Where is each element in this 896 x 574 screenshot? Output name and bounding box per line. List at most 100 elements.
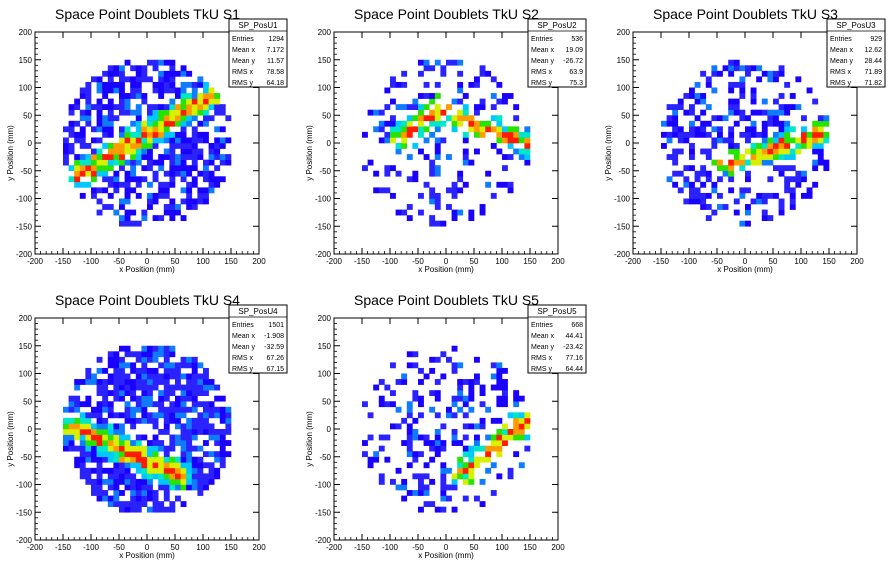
- heatmap-cell: [124, 345, 131, 352]
- heatmap-cell: [119, 345, 125, 352]
- heatmap-cell: [175, 137, 181, 144]
- heatmap-cell: [440, 423, 447, 430]
- heatmap-cell: [502, 181, 508, 188]
- heatmap-cell: [85, 154, 92, 160]
- heatmap-cell: [689, 126, 695, 133]
- heatmap-cell: [85, 473, 92, 480]
- heatmap-cell: [96, 390, 103, 396]
- heatmap-cell: [711, 70, 718, 77]
- heatmap-cell: [113, 104, 120, 110]
- heatmap-cell: [717, 159, 723, 166]
- heatmap-cell: [130, 76, 137, 83]
- heatmap-cell: [717, 137, 723, 144]
- heatmap-cell: [85, 467, 92, 474]
- heatmap-cell: [102, 478, 109, 485]
- heatmap-cell: [135, 76, 142, 83]
- heatmap-cell: [186, 384, 193, 391]
- heatmap-cell: [135, 462, 142, 469]
- x-tick-label: 50: [171, 257, 180, 266]
- heatmap-cell: [401, 417, 408, 424]
- heatmap-cell: [750, 65, 757, 72]
- heatmap-cell: [418, 70, 424, 77]
- heatmap-cell: [152, 59, 159, 66]
- heatmap-cell: [401, 143, 408, 149]
- heatmap-cell: [85, 429, 92, 435]
- heatmap-cell: [390, 362, 396, 369]
- heatmap-cell: [423, 65, 430, 72]
- heatmap-cell: [524, 159, 531, 166]
- heatmap-cell: [490, 434, 497, 441]
- heatmap-cell: [479, 65, 486, 72]
- heatmap-cell: [756, 76, 763, 83]
- heatmap-cell: [401, 440, 408, 446]
- heatmap-cell: [778, 148, 785, 155]
- heatmap-cell: [74, 165, 81, 172]
- heatmap-cell: [191, 362, 198, 369]
- heatmap-cell: [507, 181, 514, 188]
- heatmap-cell: [169, 154, 176, 160]
- heatmap-cell: [169, 76, 176, 83]
- heatmap-cell: [756, 148, 763, 155]
- heatmap-cell: [141, 165, 148, 172]
- heatmap-cell: [79, 159, 86, 166]
- heatmap-cell: [479, 126, 486, 133]
- heatmap-cell: [739, 154, 746, 160]
- heatmap-cell: [446, 484, 452, 491]
- heatmap-cell: [214, 440, 221, 446]
- heatmap-cell: [496, 417, 503, 424]
- heatmap-cell: [91, 192, 97, 199]
- heatmap-cell: [163, 204, 170, 210]
- heatmap-cell: [96, 98, 103, 105]
- heatmap-cell: [152, 384, 159, 391]
- heatmap-cell: [135, 484, 142, 491]
- heatmap-cell: [163, 187, 170, 194]
- stats-value: 64.18: [266, 80, 284, 87]
- heatmap-cell: [711, 143, 718, 149]
- heatmap-cell: [373, 451, 380, 458]
- heatmap-cell: [197, 473, 204, 480]
- heatmap-cell: [186, 462, 193, 469]
- heatmap-cell: [513, 137, 520, 144]
- heatmap-cell: [761, 120, 768, 127]
- heatmap-cell: [689, 192, 695, 199]
- heatmap-cell: [666, 131, 673, 138]
- x-tick-label: -100: [83, 257, 100, 266]
- heatmap-cell: [524, 137, 531, 144]
- heatmap-cell: [152, 462, 159, 469]
- heatmap-cell: [513, 434, 520, 441]
- heatmap-cell: [739, 115, 746, 122]
- heatmap-cell: [474, 131, 480, 138]
- heatmap-cell: [451, 440, 458, 446]
- heatmap-cell: [169, 484, 176, 491]
- heatmap-cell: [219, 137, 226, 144]
- y-tick-label: 0: [28, 425, 33, 434]
- heatmap-cell: [440, 445, 447, 452]
- heatmap-cell: [683, 176, 690, 183]
- heatmap-cell: [767, 176, 774, 183]
- heatmap-cell: [124, 467, 131, 474]
- heatmap-cell: [102, 120, 109, 127]
- heatmap-cell: [197, 490, 204, 496]
- heatmap-cell: [451, 209, 458, 216]
- heatmap-cell: [479, 417, 486, 424]
- heatmap-cell: [418, 379, 424, 385]
- heatmap-cell: [524, 417, 531, 424]
- heatmap-cell: [203, 478, 209, 485]
- heatmap-cell: [700, 70, 707, 77]
- heatmap-cell: [457, 98, 464, 105]
- heatmap-cell: [119, 131, 125, 138]
- heatmap-cell: [68, 176, 75, 183]
- heatmap-cell: [502, 395, 508, 402]
- heatmap-cell: [175, 456, 181, 463]
- y-tick-label: 0: [28, 139, 33, 148]
- heatmap-cell: [462, 109, 469, 116]
- heatmap-cell: [163, 451, 170, 458]
- heatmap-cell: [175, 109, 181, 116]
- heatmap-cell: [147, 356, 153, 363]
- heatmap-cell: [362, 401, 368, 408]
- heatmap-cell: [180, 445, 187, 452]
- heatmap-cell: [191, 484, 198, 491]
- heatmap-cell: [728, 104, 735, 110]
- heatmap-cell: [124, 215, 131, 221]
- heatmap-cell: [789, 176, 796, 183]
